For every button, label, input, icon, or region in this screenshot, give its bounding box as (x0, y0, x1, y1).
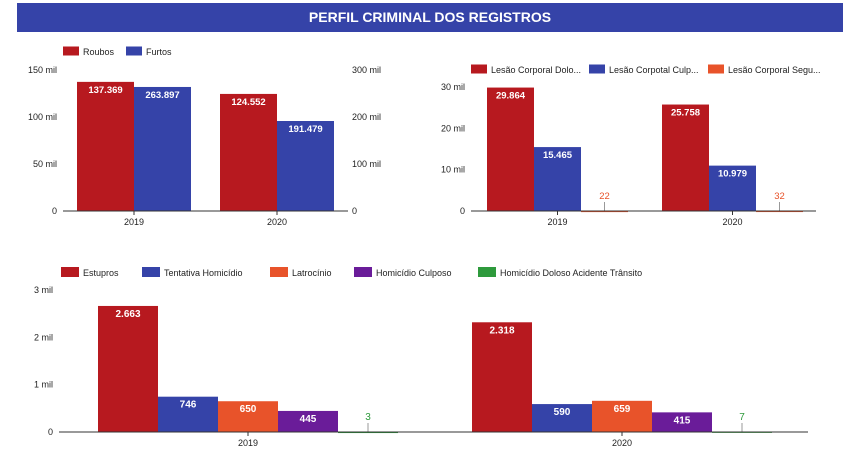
bar (218, 401, 278, 432)
x-tick-label: 2020 (267, 217, 287, 227)
y-tick-label: 3 mil (34, 285, 53, 295)
bar-value-label: 445 (300, 414, 317, 425)
bar (592, 400, 652, 432)
y-tick-label: 0 (460, 206, 465, 216)
bar-value-label: 3 (365, 412, 371, 423)
y-tick-label: 0 (52, 206, 57, 216)
bar (77, 81, 134, 211)
x-tick-label: 2020 (722, 217, 742, 227)
bar (158, 396, 218, 432)
y-tick-label: 2 mil (34, 332, 53, 342)
legend-swatch (126, 46, 142, 56)
bar-value-label: 2.663 (115, 309, 140, 320)
legend-label: Latrocínio (292, 268, 332, 278)
legend-item: Homicídio Doloso Acidente Trânsito (478, 267, 642, 278)
bar-value-label: 32 (774, 191, 785, 202)
legend-label: Lesão Corpotal Culp... (609, 65, 699, 75)
y-tick-label: 0 (48, 427, 53, 437)
legend-item: Homicídio Culposo (354, 267, 452, 278)
legend-label: Lesão Corporal Dolo... (491, 65, 581, 75)
bar (472, 322, 532, 432)
legend-swatch (142, 267, 160, 277)
bar (709, 165, 756, 211)
chart-2: Lesão Corporal Dolo... Lesão Corpotal Cul… (441, 64, 821, 227)
legend-swatch (61, 267, 79, 277)
y-tick-label: 20 mil (441, 123, 465, 133)
legend-label: Tentativa Homicídio (164, 268, 243, 278)
y-tick-label: 50 mil (33, 159, 57, 169)
bar-value-label: 124.552 (231, 97, 265, 108)
y2-tick-label: 300 mil (352, 65, 381, 75)
legend-label: Homicídio Doloso Acidente Trânsito (500, 268, 642, 278)
legend-swatch (270, 267, 288, 277)
bar-value-label: 15.465 (543, 150, 573, 161)
legend-item: Lesão Corpotal Culp... (589, 64, 699, 75)
y-tick-label: 30 mil (441, 82, 465, 92)
y-tick-label: 1 mil (34, 380, 53, 390)
legend-label: Furtos (146, 47, 172, 57)
legend-item: Estupros (61, 267, 119, 278)
bar-value-label: 263.897 (145, 90, 179, 101)
bar (98, 305, 158, 432)
bar (534, 147, 581, 211)
bar-value-label: 22 (599, 191, 610, 202)
x-tick-label: 2019 (238, 438, 258, 448)
bar-value-label: 415 (674, 415, 691, 426)
bar-value-label: 746 (180, 400, 197, 411)
chart-1: Roubos Furtos 0 50 mil 100 mil 150 mil 0 100 mi… (28, 46, 381, 227)
bar-value-label: 659 (614, 404, 631, 415)
bar (487, 87, 534, 211)
bar (662, 104, 709, 211)
legend-label: Roubos (83, 47, 115, 57)
bar (652, 412, 712, 432)
legend-label: Lesão Corporal Segu... (728, 65, 821, 75)
legend-item: Roubos (63, 46, 115, 57)
y-tick-label: 150 mil (28, 65, 57, 75)
y-tick-label: 10 mil (441, 165, 465, 175)
page-title: PERFIL CRIMINAL DOS REGISTROS (17, 3, 843, 32)
bar-value-label: 25.758 (671, 108, 700, 119)
bar-value-label: 590 (554, 407, 571, 418)
legend-swatch (589, 64, 605, 74)
bar-value-label: 2.318 (489, 325, 514, 336)
y2-tick-label: 200 mil (352, 112, 381, 122)
legend-item: Latrocínio (270, 267, 332, 278)
legend-swatch (354, 267, 372, 277)
x-tick-label: 2019 (124, 217, 144, 227)
bar-value-label: 650 (240, 404, 257, 415)
legend-item: Furtos (126, 46, 172, 57)
y-tick-label: 100 mil (28, 112, 57, 122)
y2-tick-label: 100 mil (352, 159, 381, 169)
y2-tick-label: 0 (352, 206, 357, 216)
bar (134, 86, 191, 211)
legend-swatch (708, 64, 724, 74)
legend-swatch (478, 267, 496, 277)
legend-item: Lesão Corporal Segu... (708, 64, 821, 75)
bar-value-label: 137.369 (88, 85, 122, 96)
bar (532, 404, 592, 432)
bar-value-label: 7 (739, 412, 745, 423)
legend-label: Estupros (83, 268, 119, 278)
bar (277, 121, 334, 211)
legend-swatch (471, 64, 487, 74)
legend-item: Lesão Corporal Dolo... (471, 64, 581, 75)
bar (278, 410, 338, 432)
legend-label: Homicídio Culposo (376, 268, 452, 278)
legend-swatch (63, 46, 79, 56)
bar-value-label: 10.979 (718, 169, 747, 180)
legend-item: Tentativa Homicídio (142, 267, 243, 278)
bar (220, 93, 277, 211)
x-tick-label: 2019 (547, 217, 567, 227)
bar (581, 210, 628, 213)
bar-value-label: 191.479 (288, 124, 322, 135)
chart-3: Estupros Tentativa Homicídio Latrocínio Hom… (34, 267, 808, 448)
x-tick-label: 2020 (612, 438, 632, 448)
bar-value-label: 29.864 (496, 91, 526, 102)
